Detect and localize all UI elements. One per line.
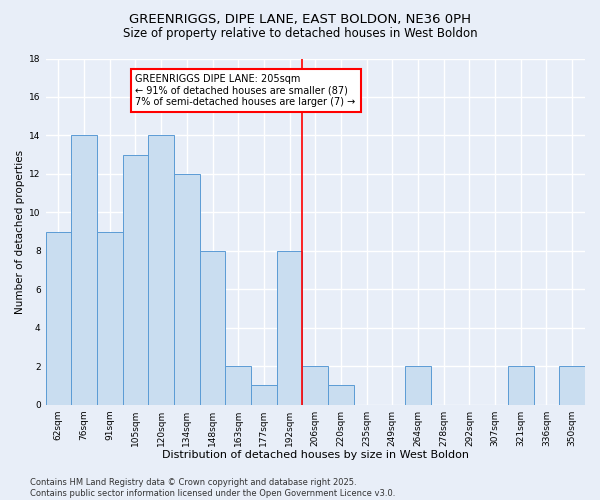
Text: Size of property relative to detached houses in West Boldon: Size of property relative to detached ho… (122, 28, 478, 40)
Text: GREENRIGGS, DIPE LANE, EAST BOLDON, NE36 0PH: GREENRIGGS, DIPE LANE, EAST BOLDON, NE36… (129, 12, 471, 26)
Bar (148, 136, 174, 404)
Bar (200, 251, 226, 404)
Text: Contains HM Land Registry data © Crown copyright and database right 2025.
Contai: Contains HM Land Registry data © Crown c… (30, 478, 395, 498)
Bar (405, 366, 431, 405)
Bar (71, 136, 97, 404)
Y-axis label: Number of detached properties: Number of detached properties (15, 150, 25, 314)
Bar (251, 386, 277, 404)
Bar (277, 251, 302, 404)
Bar (328, 386, 354, 404)
X-axis label: Distribution of detached houses by size in West Boldon: Distribution of detached houses by size … (162, 450, 469, 460)
Bar (559, 366, 585, 405)
Bar (226, 366, 251, 405)
Bar (174, 174, 200, 404)
Bar (46, 232, 71, 404)
Bar (302, 366, 328, 405)
Bar (97, 232, 122, 404)
Bar (122, 154, 148, 404)
Bar (508, 366, 533, 405)
Text: GREENRIGGS DIPE LANE: 205sqm
← 91% of detached houses are smaller (87)
7% of sem: GREENRIGGS DIPE LANE: 205sqm ← 91% of de… (136, 74, 356, 107)
